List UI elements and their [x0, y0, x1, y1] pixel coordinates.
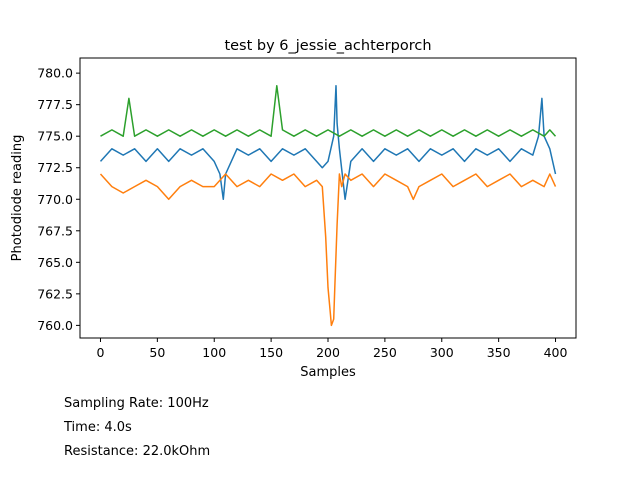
chart-title: test by 6_jessie_achterporch	[224, 38, 431, 54]
x-tick-label: 200	[316, 345, 340, 360]
series-line-1	[99, 84, 557, 201]
x-tick-label: 150	[259, 345, 283, 360]
x-tick-label: 250	[373, 345, 397, 360]
x-axis: 0 50 100 150 200 250 300 350 400	[97, 338, 568, 360]
y-tick-label: 760.0	[37, 318, 73, 333]
plot-frame	[79, 57, 577, 339]
y-tick-label: 775.0	[37, 129, 73, 144]
x-axis-label: Samples	[300, 365, 356, 380]
series-line-3	[100, 84, 557, 137]
x-tick-label: 100	[202, 345, 226, 360]
plot-lines	[99, 84, 557, 327]
x-tick-label: 300	[430, 345, 454, 360]
y-tick-label: 770.0	[37, 192, 73, 207]
y-tick-label: 765.0	[37, 255, 73, 270]
x-tick-label: 400	[544, 345, 568, 360]
x-tick-label: 350	[487, 345, 511, 360]
y-axis-label: Photodiode reading	[10, 135, 25, 262]
series-line-2	[99, 173, 557, 327]
time-text: Time: 4.0s	[64, 420, 132, 435]
y-tick-label: 767.5	[37, 223, 73, 238]
y-axis: 760.0 762.5 765.0 767.5 770.0 772.5 775.0 777.5…	[37, 66, 80, 333]
y-tick-label: 780.0	[37, 66, 73, 81]
x-tick-label: 50	[149, 345, 165, 360]
x-tick-label: 0	[97, 345, 105, 360]
sampling-rate-text: Sampling Rate: 100Hz	[64, 396, 209, 411]
y-tick-label: 762.5	[37, 286, 73, 301]
resistance-text: Resistance: 22.0kOhm	[64, 444, 211, 459]
y-tick-label: 772.5	[37, 160, 73, 175]
y-tick-label: 777.5	[37, 97, 73, 112]
